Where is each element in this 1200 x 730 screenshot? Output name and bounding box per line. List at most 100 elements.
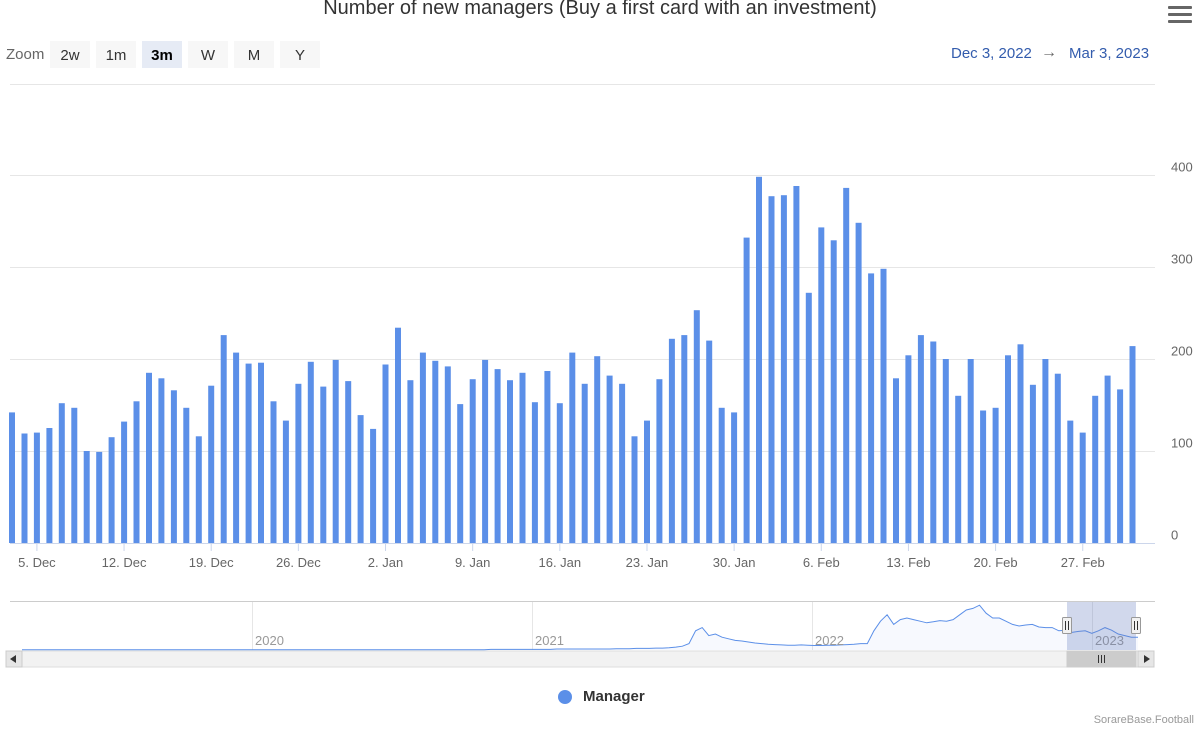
- legend-item-manager[interactable]: Manager: [558, 688, 645, 705]
- hamburger-menu-icon[interactable]: [1168, 6, 1192, 24]
- bar[interactable]: [245, 363, 252, 543]
- bar[interactable]: [1129, 346, 1136, 543]
- bar[interactable]: [942, 359, 949, 543]
- bar[interactable]: [531, 402, 538, 543]
- bar[interactable]: [332, 359, 339, 543]
- bar[interactable]: [270, 401, 277, 543]
- bar[interactable]: [220, 335, 227, 543]
- bar[interactable]: [183, 407, 190, 543]
- bar[interactable]: [1079, 432, 1086, 543]
- bar[interactable]: [631, 436, 638, 543]
- bar[interactable]: [731, 412, 738, 543]
- bar[interactable]: [880, 268, 887, 543]
- bar[interactable]: [482, 359, 489, 543]
- bar[interactable]: [83, 451, 90, 543]
- zoom-1m-button[interactable]: 1m: [96, 41, 136, 68]
- bar[interactable]: [955, 395, 962, 543]
- arrow-right-icon[interactable]: [1137, 650, 1155, 668]
- bar[interactable]: [830, 240, 837, 544]
- bar[interactable]: [457, 404, 464, 543]
- arrow-left-icon[interactable]: [5, 650, 23, 668]
- bar[interactable]: [108, 437, 115, 543]
- navigator-right-handle[interactable]: [1131, 617, 1141, 634]
- range-from-date[interactable]: Dec 3, 2022: [951, 45, 1032, 62]
- bar[interactable]: [295, 383, 302, 543]
- bar[interactable]: [1054, 373, 1061, 543]
- bar[interactable]: [170, 390, 177, 543]
- bar[interactable]: [444, 366, 451, 543]
- navigator[interactable]: 2020 2021 2022 2023: [10, 601, 1155, 651]
- bar[interactable]: [681, 335, 688, 543]
- zoom-m-button[interactable]: M: [234, 41, 274, 68]
- bar[interactable]: [9, 412, 15, 543]
- navigator-selection[interactable]: [1067, 602, 1136, 650]
- bar[interactable]: [345, 381, 352, 543]
- bar[interactable]: [1017, 344, 1024, 543]
- bar[interactable]: [1117, 389, 1124, 543]
- bar[interactable]: [868, 273, 875, 543]
- bar[interactable]: [357, 415, 364, 543]
- bar[interactable]: [556, 403, 563, 543]
- bar[interactable]: [793, 186, 800, 543]
- bar[interactable]: [320, 386, 327, 543]
- bar[interactable]: [21, 433, 28, 544]
- bar[interactable]: [33, 432, 40, 543]
- credit-text[interactable]: SorareBase.Football: [1093, 714, 1194, 726]
- bar[interactable]: [644, 420, 650, 543]
- bar[interactable]: [58, 403, 65, 543]
- bar[interactable]: [71, 407, 78, 543]
- bar[interactable]: [594, 356, 601, 543]
- bar[interactable]: [419, 352, 426, 543]
- bar[interactable]: [133, 401, 140, 543]
- bar[interactable]: [693, 310, 700, 543]
- bar[interactable]: [619, 383, 626, 543]
- bar[interactable]: [706, 340, 713, 543]
- bar[interactable]: [967, 359, 974, 543]
- bar[interactable]: [233, 352, 240, 543]
- bar[interactable]: [1067, 420, 1074, 543]
- bar[interactable]: [905, 355, 912, 543]
- bar[interactable]: [992, 407, 999, 543]
- zoom-2w-button[interactable]: 2w: [50, 41, 90, 68]
- bar[interactable]: [1005, 355, 1011, 543]
- bar[interactable]: [569, 352, 576, 543]
- bar[interactable]: [606, 375, 613, 543]
- bar[interactable]: [146, 372, 152, 543]
- bar[interactable]: [668, 338, 675, 543]
- bar[interactable]: [780, 195, 787, 543]
- bar[interactable]: [930, 341, 937, 544]
- bar[interactable]: [395, 327, 401, 543]
- bar[interactable]: [307, 361, 314, 543]
- scrollbar[interactable]: [5, 650, 1155, 668]
- bar[interactable]: [818, 227, 825, 543]
- bar[interactable]: [581, 383, 588, 543]
- zoom-3m-button[interactable]: 3m: [142, 41, 182, 68]
- bar[interactable]: [195, 436, 202, 543]
- bar[interactable]: [432, 360, 439, 543]
- bar[interactable]: [855, 222, 862, 544]
- bar[interactable]: [544, 371, 551, 543]
- bar[interactable]: [469, 379, 476, 543]
- bar[interactable]: [1042, 359, 1049, 543]
- bar[interactable]: [282, 420, 289, 543]
- bar[interactable]: [158, 378, 165, 543]
- bar[interactable]: [656, 379, 663, 543]
- zoom-w-button[interactable]: W: [188, 41, 228, 68]
- bar[interactable]: [258, 362, 264, 543]
- bar[interactable]: [843, 187, 850, 543]
- bar[interactable]: [407, 380, 414, 543]
- bar[interactable]: [1029, 384, 1036, 543]
- bar[interactable]: [1092, 395, 1099, 543]
- navigator-left-handle[interactable]: [1062, 617, 1072, 634]
- bar[interactable]: [1104, 375, 1111, 543]
- bar[interactable]: [980, 410, 987, 544]
- range-to-date[interactable]: Mar 3, 2023: [1069, 45, 1150, 62]
- bar[interactable]: [507, 380, 513, 543]
- bar[interactable]: [893, 378, 899, 543]
- bar[interactable]: [208, 385, 215, 543]
- bar[interactable]: [494, 369, 501, 543]
- bar[interactable]: [718, 407, 725, 543]
- bar[interactable]: [743, 237, 750, 543]
- bar[interactable]: [756, 176, 762, 544]
- bar[interactable]: [917, 335, 924, 543]
